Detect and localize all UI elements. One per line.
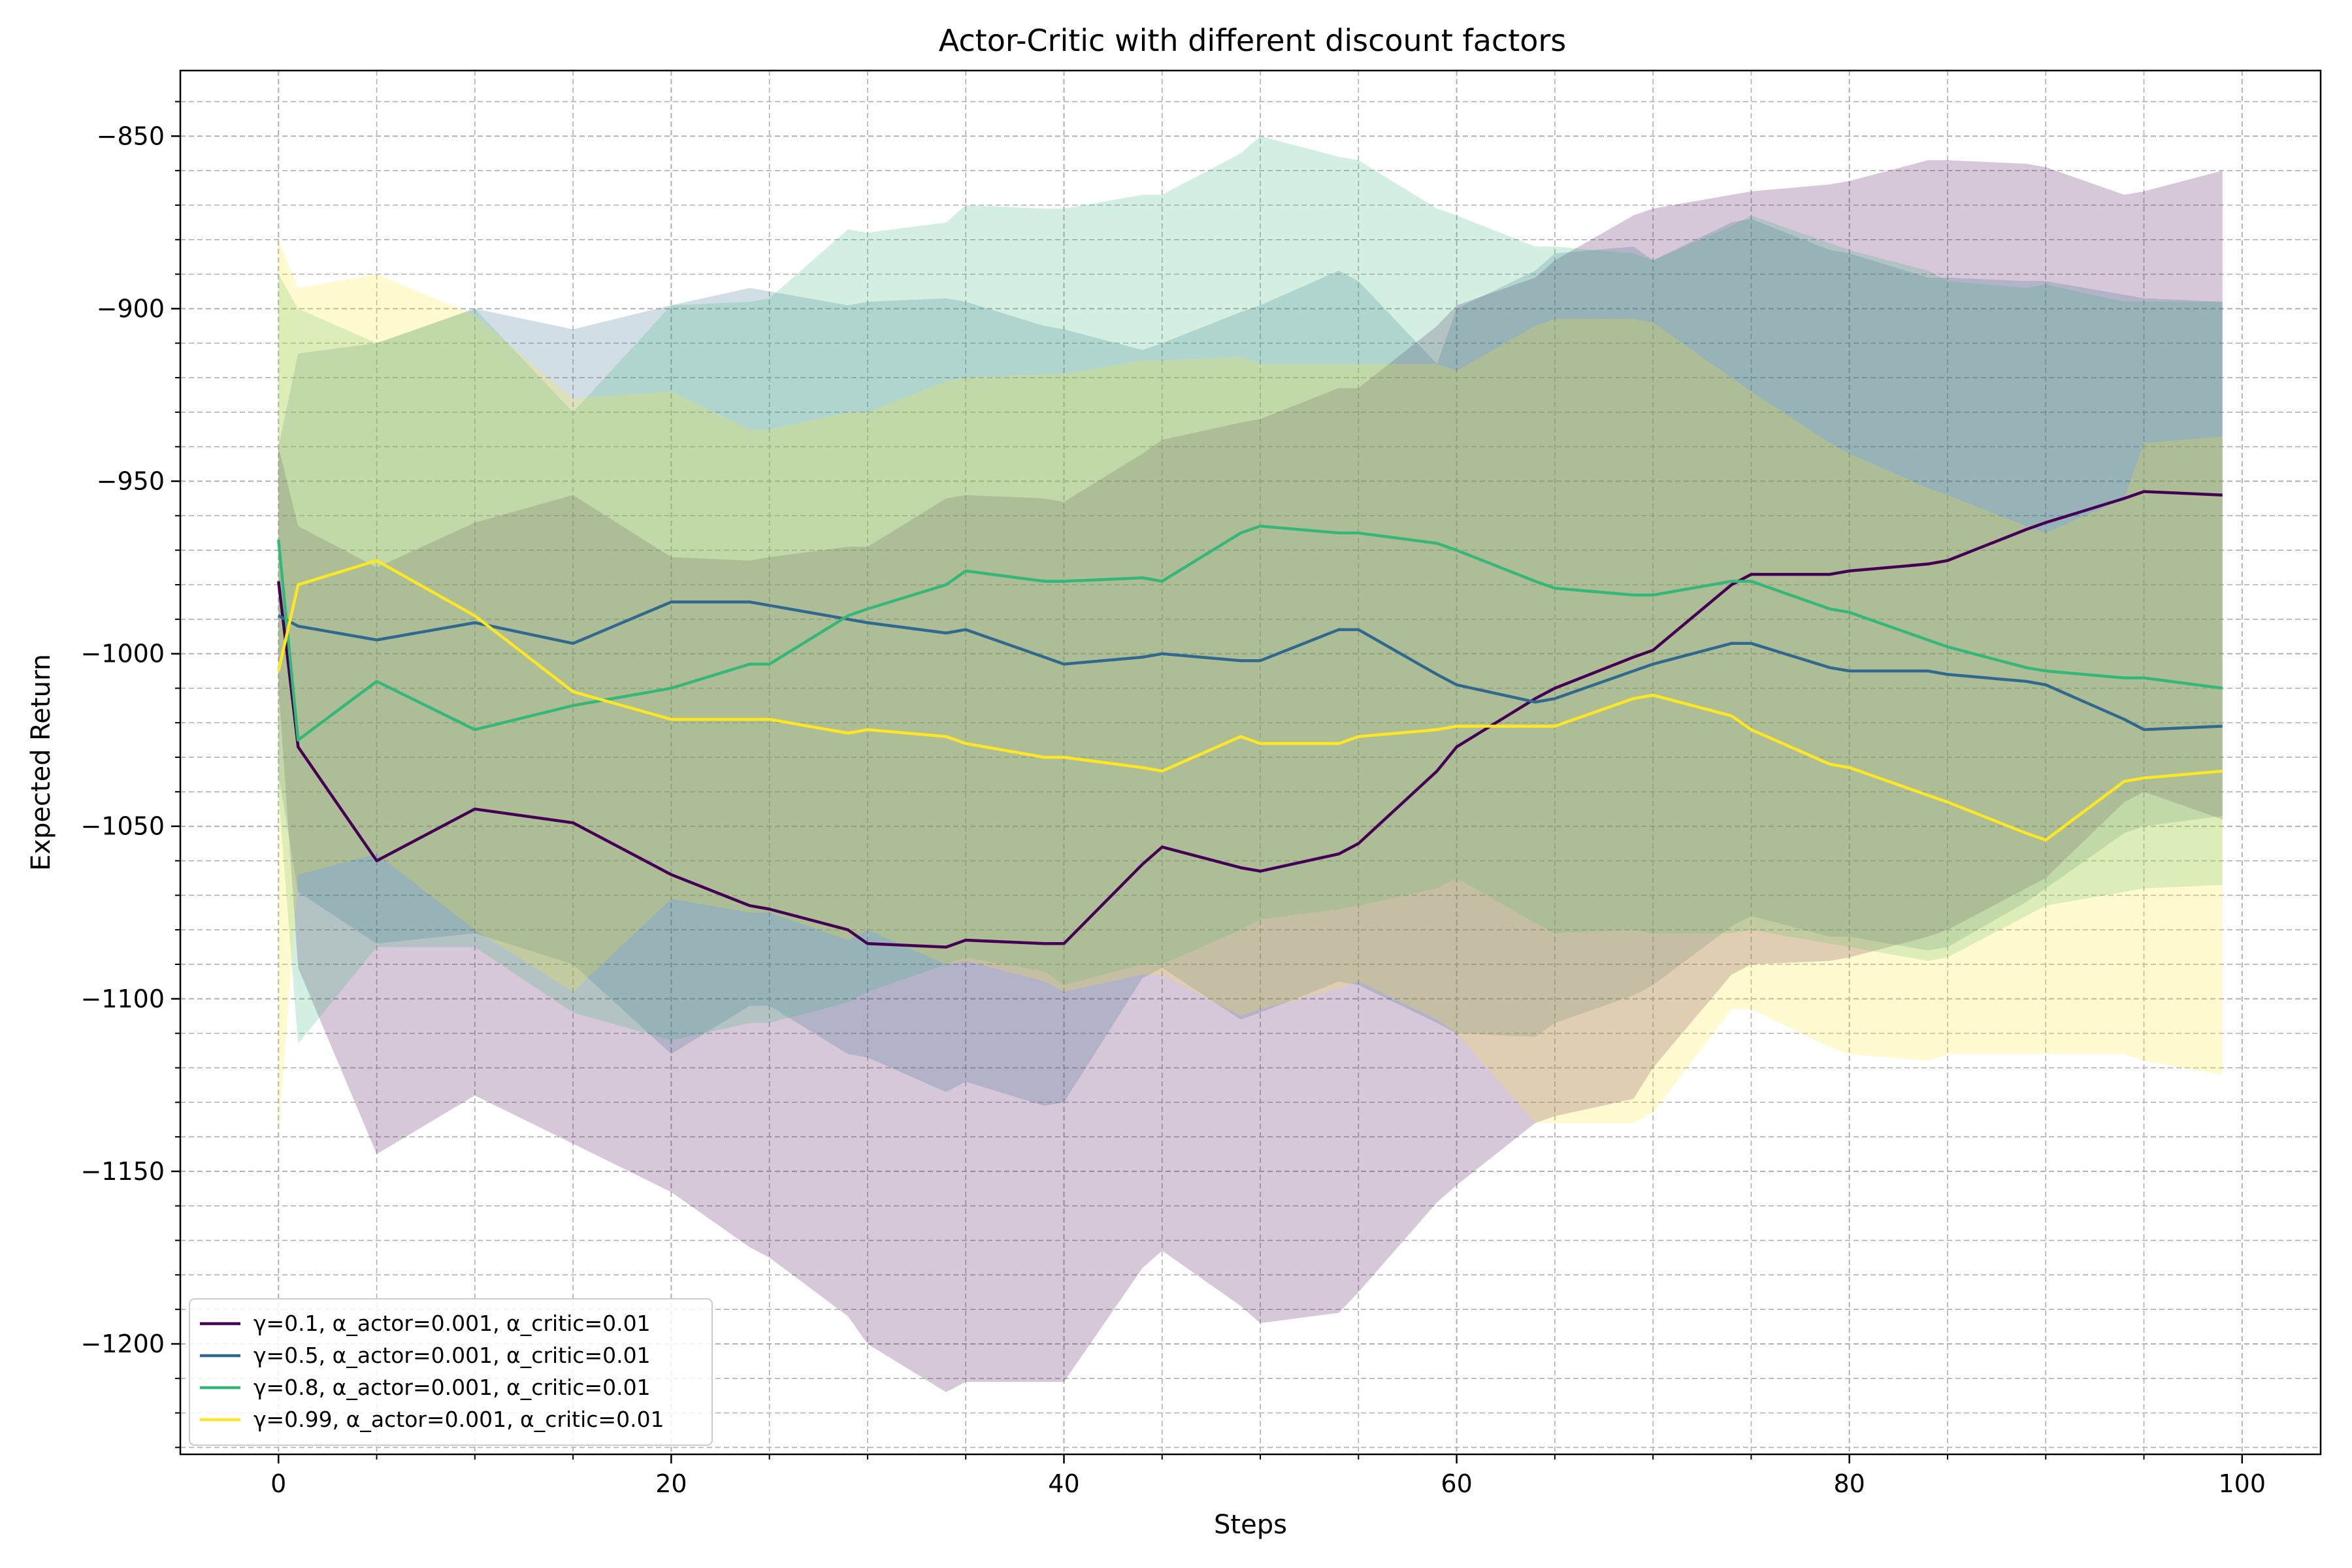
x-tick-label: 40 xyxy=(1048,1469,1079,1498)
x-tick-label: 80 xyxy=(1833,1469,1865,1498)
legend-box xyxy=(189,1298,713,1446)
series-3-band xyxy=(278,239,2223,1137)
y-tick-label: −850 xyxy=(97,122,165,150)
x-tick-label: 20 xyxy=(655,1469,687,1498)
y-tick-label: −950 xyxy=(97,467,165,496)
y-tick-label: −900 xyxy=(97,294,165,323)
y-axis-label: Expected Return xyxy=(26,654,56,871)
legend-label-2: γ=0.8, α_actor=0.001, α_critic=0.01 xyxy=(253,1375,651,1400)
chart-title: Actor-Critic with different discount fac… xyxy=(939,23,1567,58)
series-2-line xyxy=(277,524,2223,742)
legend-label-1: γ=0.5, α_actor=0.001, α_critic=0.01 xyxy=(253,1343,651,1368)
series-2-band xyxy=(278,136,2223,1044)
y-tick-label: −1100 xyxy=(80,985,165,1013)
legend-label-3: γ=0.99, α_actor=0.001, α_critic=0.01 xyxy=(253,1407,664,1432)
x-axis-label: Steps xyxy=(1214,1510,1287,1540)
series-0-line xyxy=(277,490,2223,949)
y-tick-label: −1050 xyxy=(80,812,165,841)
plot-frame xyxy=(179,69,2322,1456)
confidence-bands xyxy=(278,136,2223,1392)
y-tick-label: −1200 xyxy=(80,1330,165,1358)
axis-ticks: 0 20 40 60 80 100 −850 −900 −950 −1000 −1050 −1100 −… xyxy=(80,101,2266,1498)
series-0-band xyxy=(278,160,2223,1392)
x-tick-label: 60 xyxy=(1441,1469,1472,1498)
x-tick-label: 100 xyxy=(2219,1469,2266,1498)
y-tick-label: −1150 xyxy=(80,1157,165,1186)
legend: γ=0.1, α_actor=0.001, α_critic=0.01 γ=0.5… xyxy=(189,1298,713,1446)
series-1-band xyxy=(278,219,2223,1106)
series-1-line xyxy=(278,600,2223,732)
x-tick-label: 0 xyxy=(270,1469,286,1498)
y-tick-label: −1000 xyxy=(80,640,165,668)
series-lines xyxy=(277,490,2223,949)
legend-label-0: γ=0.1, α_actor=0.001, α_critic=0.01 xyxy=(253,1311,651,1336)
series-3-line xyxy=(277,559,2223,842)
